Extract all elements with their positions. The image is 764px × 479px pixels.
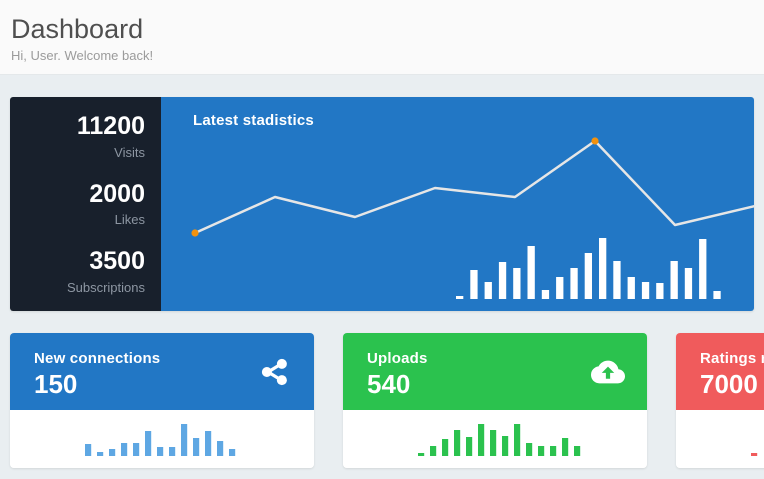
card-header: Uploads 540 [343, 333, 647, 410]
content: 11200 Visits 2000 Likes 3500 Subscriptio… [0, 75, 764, 468]
card-header: Ratings rece 7000 [676, 333, 764, 410]
card-new-connections[interactable]: New connections 150 [10, 333, 314, 468]
stats-sidebar: 11200 Visits 2000 Likes 3500 Subscriptio… [10, 97, 161, 311]
card-sparkline [343, 410, 647, 468]
card-value: 150 [34, 369, 78, 399]
card-value: 540 [367, 369, 411, 399]
stat-value: 2000 [89, 179, 145, 208]
summary-cards: New connections 150 [10, 333, 764, 468]
page-title: Dashboard [11, 14, 144, 44]
card-title: Ratings rece [700, 350, 764, 367]
page-subtitle: Hi, User. Welcome back! [11, 47, 154, 63]
stat-label: Visits [114, 144, 145, 160]
card-uploads[interactable]: Uploads 540 [343, 333, 647, 468]
stat-label: Subscriptions [66, 279, 145, 295]
share-icon [258, 355, 292, 389]
card-title: New connections [34, 350, 161, 367]
card-value: 7000 [700, 369, 758, 399]
page-header: Dashboard Hi, User. Welcome back! [0, 0, 764, 75]
stat-value: 11200 [76, 112, 145, 141]
card-ratings-received[interactable]: Ratings rece 7000 [676, 333, 764, 468]
card-sparkline [676, 410, 764, 468]
latest-statistics-panel: 11200 Visits 2000 Likes 3500 Subscriptio… [10, 97, 754, 311]
stat-subscriptions: 3500 Subscriptions [10, 248, 145, 295]
chart-title: Latest stadistics [193, 112, 314, 129]
main-chart-area: Latest stadistics [161, 97, 754, 311]
cloud-upload-icon [591, 355, 625, 389]
latest-statistics-chart [191, 137, 754, 299]
stat-visits: 11200 Visits [10, 113, 145, 160]
stat-value: 3500 [89, 247, 145, 276]
card-header: New connections 150 [10, 333, 314, 410]
card-title: Uploads [367, 350, 428, 367]
stat-label: Likes [114, 212, 145, 228]
stat-likes: 2000 Likes [10, 179, 145, 228]
card-sparkline [10, 410, 314, 468]
